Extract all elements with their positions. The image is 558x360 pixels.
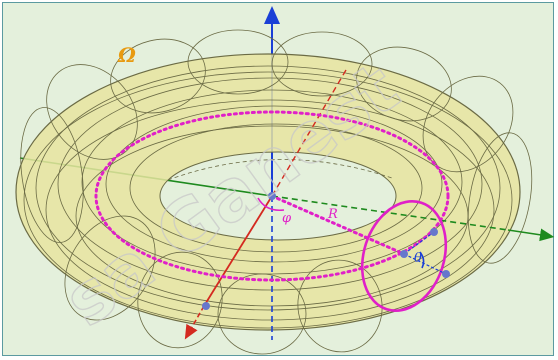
x-axis-mid — [203, 195, 273, 307]
angle-phi-arc — [257, 197, 285, 212]
tube-center-point — [400, 250, 408, 258]
angle-phi-label: φ — [282, 211, 292, 226]
origin-point — [268, 192, 276, 200]
angle-theta-label: θ — [414, 251, 422, 266]
torus-meridians — [20, 29, 533, 355]
angle-theta-arc — [419, 251, 425, 269]
torus-surface — [15, 29, 533, 355]
surface-point-2 — [442, 270, 450, 278]
core-circle-dotted — [94, 110, 450, 282]
tube-radius-2 — [403, 253, 447, 275]
torus-inner-rim — [159, 151, 397, 241]
x-axis-back — [271, 69, 347, 197]
cross-section-circle — [360, 200, 448, 312]
x-axis-front — [184, 305, 205, 340]
radius-R-label: R — [327, 207, 338, 222]
surface-point-1 — [430, 228, 438, 236]
y-axis-front — [507, 228, 555, 242]
tube-radius-1 — [403, 231, 435, 255]
radius-R-dotted — [270, 194, 406, 256]
x-axis-point — [202, 302, 210, 310]
region-omega-label: Ω — [117, 43, 136, 67]
